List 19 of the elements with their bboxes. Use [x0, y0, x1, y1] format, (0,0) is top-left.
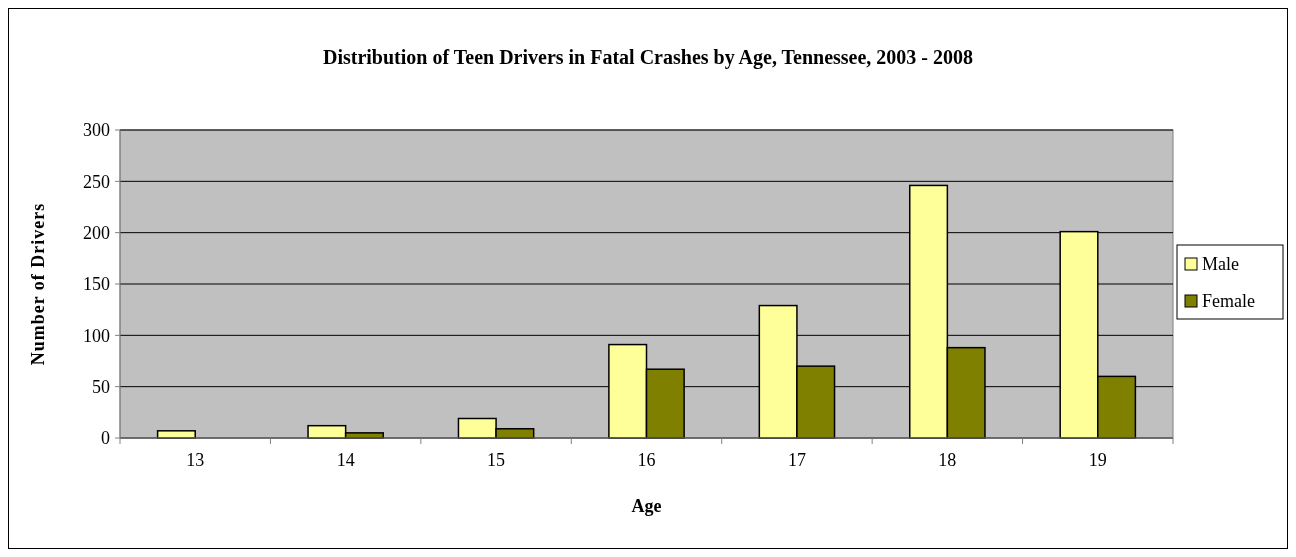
x-tick-label: 16 — [637, 450, 656, 470]
legend-label: Male — [1202, 254, 1239, 275]
y-axis-title: Number of Drivers — [28, 202, 48, 366]
x-tick-label: 14 — [336, 450, 355, 470]
y-tick-label: 300 — [83, 120, 110, 141]
y-tick-label: 100 — [83, 325, 110, 346]
y-tick-label: 150 — [83, 274, 110, 295]
x-axis-title: Age — [631, 496, 662, 516]
y-tick-label: 0 — [101, 428, 110, 449]
x-tick-label: 18 — [938, 450, 957, 470]
x-tick-label: 13 — [186, 450, 205, 470]
x-tick-label: 19 — [1088, 450, 1107, 470]
y-tick-label: 50 — [92, 376, 110, 397]
y-tick-label: 250 — [83, 171, 110, 192]
x-tick-label: 15 — [487, 450, 506, 470]
y-tick-label: 200 — [83, 222, 110, 243]
legend-label: Female — [1202, 291, 1255, 312]
x-tick-label: 17 — [787, 450, 806, 470]
chart-title: Distribution of Teen Drivers in Fatal Crashes by Age, Tennessee, 2003 - 2008 — [322, 46, 974, 69]
